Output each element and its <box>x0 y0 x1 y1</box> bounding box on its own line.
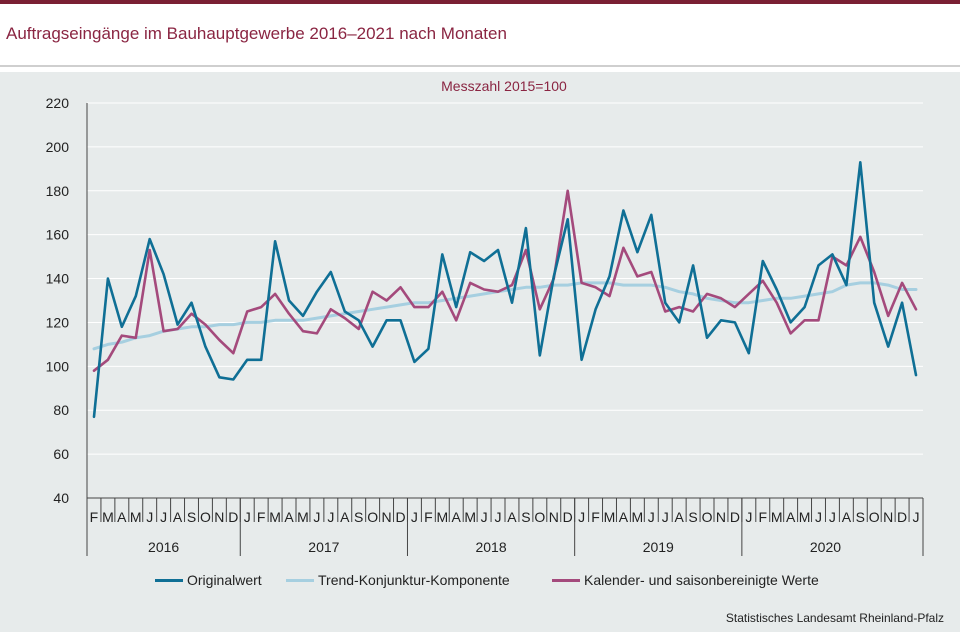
x-tick-label: J <box>578 509 585 525</box>
page-title: Auftragseingänge im Bauhauptgewerbe 2016… <box>6 24 507 43</box>
x-tick-label: J <box>648 509 655 525</box>
year-label: 2016 <box>148 539 179 555</box>
title-separator <box>0 65 960 67</box>
x-tick-label: N <box>716 509 726 525</box>
x-tick-label: M <box>464 509 476 525</box>
x-tick-label: M <box>799 509 811 525</box>
chart-legend: Originalwert Trend-Konjunktur-Komponente… <box>0 572 960 590</box>
y-tick-label: 140 <box>46 271 70 287</box>
x-tick-label: F <box>90 509 99 525</box>
x-tick-label: M <box>771 509 783 525</box>
x-tick-label: A <box>340 509 350 525</box>
x-tick-label: J <box>146 509 153 525</box>
x-tick-label: A <box>619 509 629 525</box>
x-tick-label: A <box>786 509 796 525</box>
y-tick-label: 40 <box>53 490 69 506</box>
chart-subtitle: Messzahl 2015=100 <box>441 78 567 94</box>
x-tick-label: N <box>883 509 893 525</box>
x-tick-label: S <box>187 509 196 525</box>
legend-swatch-trend <box>286 578 314 582</box>
x-tick-label: O <box>367 509 378 525</box>
legend-swatch-original <box>155 578 183 582</box>
year-label: 2017 <box>308 539 339 555</box>
x-tick-label: F <box>257 509 266 525</box>
x-tick-label: M <box>632 509 644 525</box>
top-accent-bar <box>0 0 960 4</box>
x-tick-label: J <box>662 509 669 525</box>
x-tick-label: M <box>436 509 448 525</box>
x-tick-label: J <box>244 509 251 525</box>
x-tick-label: J <box>160 509 167 525</box>
legend-item-adjusted: Kalender- und saisonbereinigte Werte <box>552 572 819 588</box>
x-tick-label: A <box>173 509 183 525</box>
x-tick-label: D <box>730 509 740 525</box>
x-tick-label: A <box>507 509 517 525</box>
x-tick-label: M <box>269 509 281 525</box>
y-tick-label: 220 <box>46 95 70 111</box>
x-tick-label: D <box>228 509 238 525</box>
x-tick-label: O <box>534 509 545 525</box>
x-tick-label: J <box>815 509 822 525</box>
x-tick-label: A <box>674 509 684 525</box>
x-tick-label: M <box>297 509 309 525</box>
chart-panel <box>0 72 960 632</box>
x-tick-label: D <box>395 509 405 525</box>
x-tick-label: F <box>591 509 600 525</box>
x-tick-label: M <box>102 509 114 525</box>
series-line-original <box>92 161 918 419</box>
x-tick-label: J <box>411 509 418 525</box>
x-tick-label: S <box>354 509 363 525</box>
x-tick-label: M <box>130 509 142 525</box>
legend-label-original: Originalwert <box>187 572 262 588</box>
y-tick-label: 180 <box>46 183 70 199</box>
series-line-adjusted <box>92 189 918 373</box>
x-tick-label: N <box>382 509 392 525</box>
x-tick-label: O <box>869 509 880 525</box>
y-tick-label: 80 <box>53 402 69 418</box>
x-tick-label: N <box>549 509 559 525</box>
x-tick-label: F <box>424 509 433 525</box>
y-tick-label: 100 <box>46 358 70 374</box>
x-tick-label: J <box>745 509 752 525</box>
x-tick-label: A <box>842 509 852 525</box>
x-tick-label: O <box>702 509 713 525</box>
x-tick-label: D <box>897 509 907 525</box>
year-label: 2019 <box>643 539 674 555</box>
x-tick-label: J <box>829 509 836 525</box>
legend-swatch-adjusted <box>552 578 580 582</box>
x-tick-label: J <box>313 509 320 525</box>
y-tick-label: 120 <box>46 314 70 330</box>
y-tick-label: 160 <box>46 227 70 243</box>
x-tick-label: S <box>521 509 530 525</box>
x-tick-label: A <box>452 509 462 525</box>
y-tick-label: 200 <box>46 139 70 155</box>
y-tick-label: 60 <box>53 446 69 462</box>
x-tick-label: M <box>604 509 616 525</box>
x-tick-label: J <box>327 509 334 525</box>
legend-label-adjusted: Kalender- und saisonbereinigte Werte <box>584 572 819 588</box>
x-tick-label: J <box>495 509 502 525</box>
x-tick-label: S <box>856 509 865 525</box>
x-tick-label: S <box>688 509 697 525</box>
legend-item-original: Originalwert <box>155 572 262 588</box>
x-tick-label: A <box>117 509 127 525</box>
x-tick-label: N <box>214 509 224 525</box>
year-label: 2018 <box>475 539 506 555</box>
x-tick-label: J <box>913 509 920 525</box>
year-label: 2020 <box>810 539 841 555</box>
x-tick-label: O <box>200 509 211 525</box>
x-tick-label: A <box>284 509 294 525</box>
x-tick-label: F <box>758 509 767 525</box>
legend-label-trend: Trend-Konjunktur-Komponente <box>318 572 510 588</box>
source-note: Statistisches Landesamt Rheinland-Pfalz <box>725 611 944 625</box>
x-tick-label: D <box>563 509 573 525</box>
legend-item-trend: Trend-Konjunktur-Komponente <box>286 572 510 588</box>
x-tick-label: J <box>481 509 488 525</box>
